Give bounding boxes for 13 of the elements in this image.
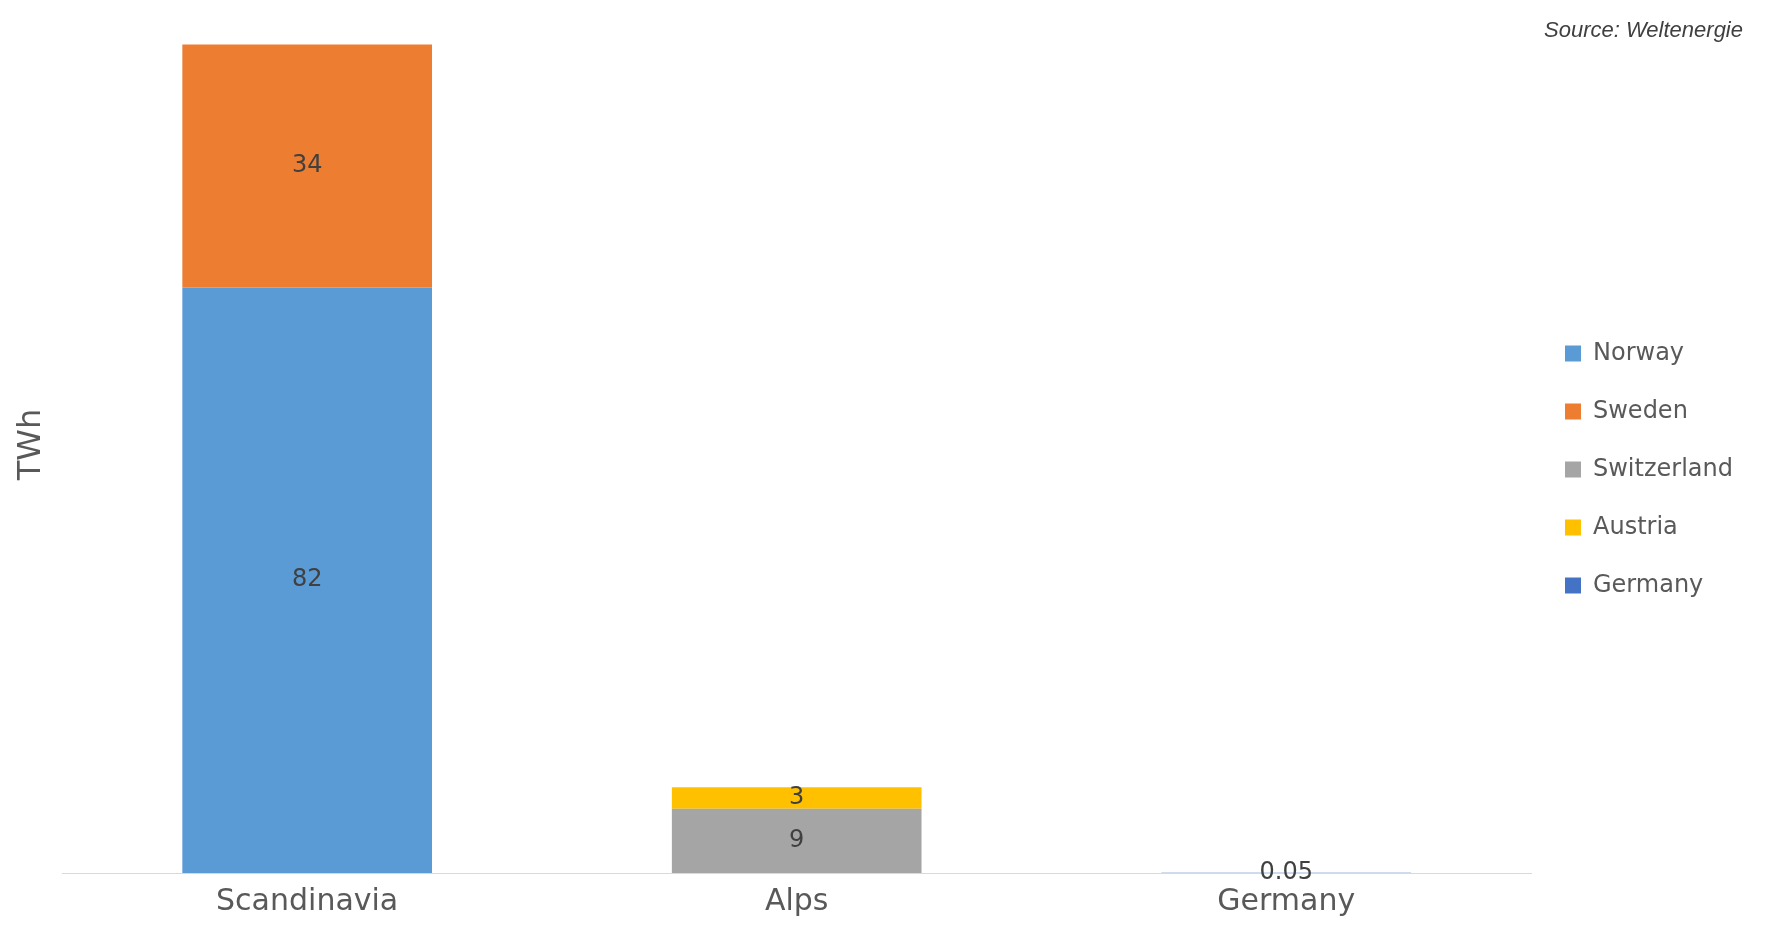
x-tick-label: Alps bbox=[764, 881, 829, 917]
y-axis-title: TWh bbox=[9, 408, 48, 482]
data-label: 34 bbox=[291, 150, 323, 179]
data-label: 9 bbox=[789, 825, 805, 854]
data-label: 82 bbox=[291, 564, 323, 593]
legend-label: Austria bbox=[1593, 511, 1678, 540]
legend-label: Norway bbox=[1593, 337, 1685, 366]
legend-label: Germany bbox=[1593, 569, 1704, 598]
source-note: Source: Weltenergie bbox=[1544, 17, 1743, 43]
legend-label: Sweden bbox=[1593, 395, 1688, 424]
x-tick-label: Scandinavia bbox=[216, 881, 399, 917]
data-label: 3 bbox=[789, 782, 805, 811]
legend-label: Switzerland bbox=[1593, 453, 1734, 482]
